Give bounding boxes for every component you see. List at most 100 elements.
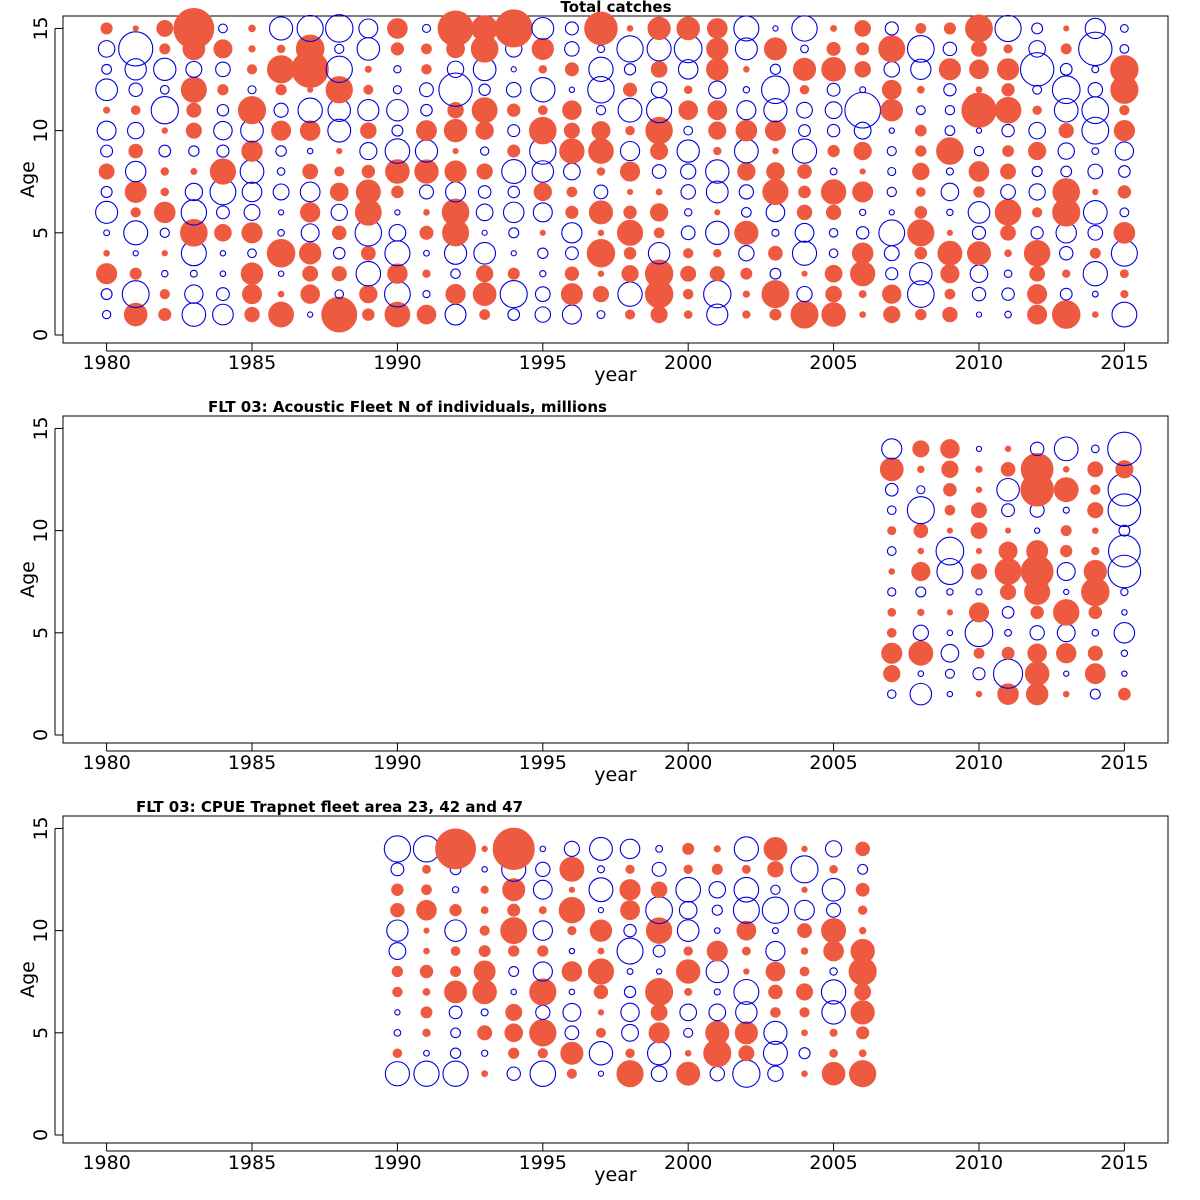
negative-residual-bubble: [216, 103, 230, 117]
positive-residual-bubble: [850, 261, 876, 287]
positive-residual-bubble: [625, 125, 635, 136]
positive-residual-bubble: [683, 310, 693, 319]
positive-residual-bubble: [422, 988, 431, 996]
positive-residual-bubble: [586, 239, 616, 268]
positive-residual-bubble: [130, 105, 141, 115]
positive-residual-bubble: [1087, 502, 1104, 519]
negative-residual-bubble: [1091, 65, 1100, 74]
positive-residual-bubble: [568, 886, 576, 893]
negative-residual-bubble: [508, 227, 520, 239]
positive-residual-bubble: [767, 861, 784, 878]
positive-residual-bubble: [1029, 265, 1046, 282]
negative-residual-bubble: [1107, 493, 1142, 527]
positive-residual-bubble: [277, 290, 285, 298]
negative-residual-bubble: [734, 37, 758, 61]
negative-residual-bubble: [1029, 441, 1045, 457]
positive-residual-bubble: [161, 250, 168, 257]
negative-residual-bubble: [534, 286, 551, 303]
positive-residual-bubble: [936, 137, 964, 165]
negative-residual-bubble: [972, 667, 986, 681]
negative-residual-bubble: [973, 145, 985, 157]
positive-residual-bubble: [650, 306, 668, 324]
negative-residual-bubble: [826, 123, 841, 138]
negative-residual-bubble: [535, 1004, 551, 1021]
positive-residual-bubble: [1020, 452, 1054, 486]
positive-residual-bubble: [881, 79, 902, 100]
positive-residual-bubble: [768, 984, 783, 1000]
positive-residual-bubble: [387, 263, 408, 284]
positive-residual-bubble: [711, 863, 723, 875]
positive-residual-bubble: [742, 310, 751, 319]
positive-residual-bubble: [706, 18, 728, 39]
positive-residual-bubble: [584, 11, 618, 46]
positive-residual-bubble: [916, 187, 926, 197]
positive-residual-bubble: [616, 219, 644, 246]
positive-residual-bubble: [1084, 663, 1106, 685]
negative-residual-bubble: [915, 105, 926, 116]
positive-residual-bubble: [880, 98, 903, 122]
positive-residual-bubble: [914, 206, 928, 219]
negative-residual-bubble: [132, 250, 139, 257]
positive-residual-bubble: [1089, 247, 1101, 259]
positive-residual-bubble: [537, 945, 549, 957]
negative-residual-bubble: [273, 102, 289, 118]
negative-residual-bubble: [770, 884, 781, 895]
negative-residual-bubble: [708, 1003, 727, 1022]
positive-residual-bubble: [714, 209, 721, 216]
negative-residual-bubble: [791, 15, 818, 42]
positive-residual-bubble: [1058, 122, 1074, 139]
negative-residual-bubble: [568, 988, 576, 996]
positive-residual-bubble: [1003, 44, 1013, 54]
negative-residual-bubble: [506, 1066, 521, 1081]
positive-residual-bubble: [450, 966, 462, 977]
positive-residual-bubble: [444, 160, 467, 183]
negative-residual-bubble: [450, 1027, 461, 1039]
positive-residual-bubble: [180, 76, 207, 103]
positive-residual-bubble: [593, 984, 609, 1000]
positive-residual-bubble: [734, 1021, 758, 1045]
negative-residual-bubble: [650, 1065, 668, 1083]
positive-residual-bubble: [123, 302, 148, 327]
negative-residual-bubble: [475, 203, 494, 222]
positive-residual-bubble: [477, 1025, 493, 1041]
positive-residual-bubble: [620, 161, 641, 182]
positive-residual-bubble: [882, 284, 902, 304]
negative-residual-bubble: [297, 97, 323, 123]
negative-residual-bubble: [620, 1002, 640, 1023]
positive-residual-bubble: [859, 168, 866, 175]
positive-residual-bubble: [858, 1049, 867, 1058]
positive-residual-bubble: [743, 66, 750, 73]
negative-residual-bubble: [392, 85, 403, 95]
negative-residual-bubble: [1051, 75, 1081, 105]
negative-residual-bubble: [971, 286, 987, 302]
positive-residual-bubble: [770, 1007, 781, 1018]
positive-residual-bubble: [743, 968, 750, 975]
positive-residual-bubble: [969, 59, 989, 80]
positive-residual-bubble: [447, 101, 464, 119]
positive-residual-bubble: [422, 269, 431, 278]
negative-residual-bubble: [95, 78, 118, 102]
positive-residual-bubble: [325, 76, 353, 104]
negative-residual-bubble: [1107, 534, 1141, 568]
negative-residual-bubble: [887, 587, 897, 597]
positive-residual-bubble: [1091, 546, 1100, 556]
positive-residual-bubble: [878, 35, 906, 63]
positive-residual-bubble: [190, 168, 198, 175]
negative-residual-bubble: [735, 1001, 758, 1024]
negative-residual-bubble: [480, 1049, 489, 1057]
positive-residual-bubble: [944, 504, 956, 516]
negative-residual-bubble: [626, 968, 634, 975]
x-tick-label: 1985: [228, 352, 276, 374]
positive-residual-bubble: [533, 182, 552, 202]
negative-residual-bubble: [791, 240, 818, 266]
positive-residual-bubble: [96, 263, 118, 285]
negative-residual-bubble: [126, 121, 145, 140]
negative-residual-bubble: [651, 164, 667, 179]
negative-residual-bubble: [646, 36, 672, 62]
positive-residual-bubble: [564, 62, 579, 77]
negative-residual-bubble: [596, 865, 605, 874]
positive-residual-bubble: [915, 145, 927, 157]
positive-residual-bubble: [100, 22, 113, 35]
negative-residual-bubble: [386, 98, 409, 122]
negative-residual-bubble: [324, 14, 354, 43]
